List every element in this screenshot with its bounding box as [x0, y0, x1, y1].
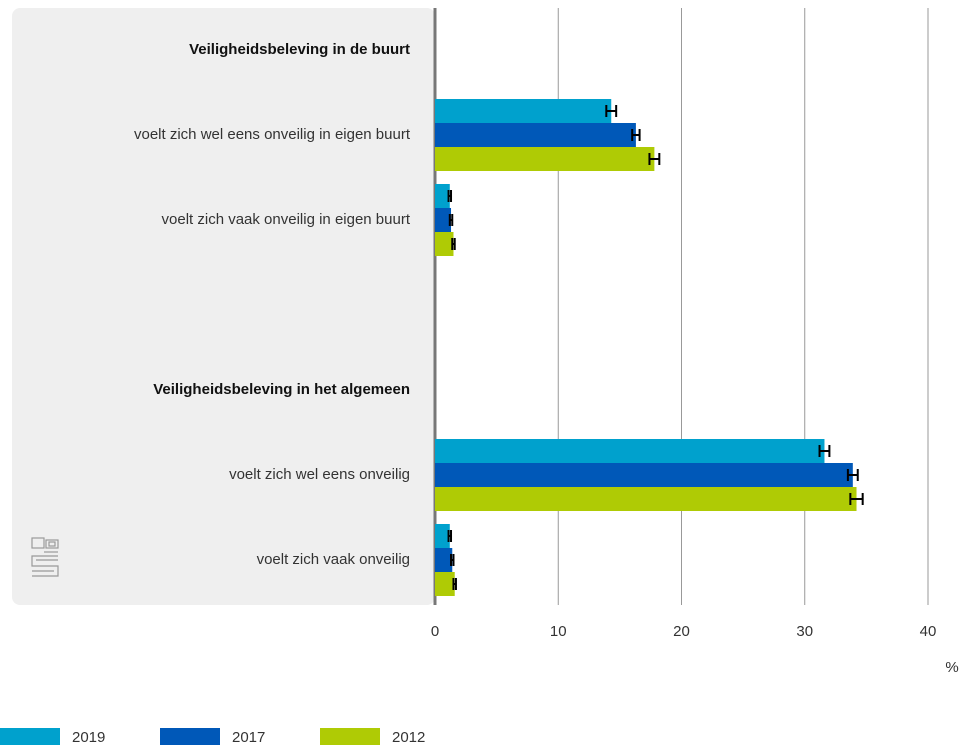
bar — [435, 439, 825, 463]
bar — [435, 524, 450, 548]
error-bar — [452, 578, 457, 590]
bar — [435, 147, 655, 171]
legend-swatch — [0, 728, 60, 745]
x-tick-label: 20 — [673, 623, 690, 640]
bar — [435, 99, 612, 123]
legend-label: 2012 — [392, 729, 425, 746]
legend-swatch — [160, 728, 220, 745]
group-header: Veiligheidsbeleving in de buurt — [189, 41, 410, 58]
category-label: voelt zich wel eens onveilig in eigen bu… — [134, 126, 410, 143]
error-bar — [605, 105, 618, 117]
error-bar — [631, 129, 641, 141]
label-panel — [12, 8, 435, 605]
category-label: voelt zich wel eens onveilig — [229, 466, 410, 483]
bar — [435, 548, 453, 572]
bar — [435, 208, 452, 232]
error-bar — [846, 469, 859, 481]
error-bar — [451, 238, 456, 250]
x-tick-label: 10 — [550, 623, 567, 640]
logo — [31, 537, 59, 577]
bar — [435, 572, 455, 596]
error-bar — [818, 445, 831, 457]
error-bar — [447, 190, 453, 202]
category-label: voelt zich vaak onveilig — [256, 551, 410, 568]
error-bar — [448, 214, 454, 226]
x-tick-label: 30 — [796, 623, 813, 640]
x-axis-label: % — [945, 659, 958, 676]
bar — [435, 487, 857, 511]
legend-label: 2017 — [232, 729, 265, 746]
bar — [435, 184, 450, 208]
error-bar — [450, 554, 455, 566]
legend-swatch — [320, 728, 380, 745]
x-tick-label: 40 — [920, 623, 937, 640]
legend-label: 2019 — [72, 729, 105, 746]
bar — [435, 123, 636, 147]
error-bar — [849, 493, 864, 505]
error-bar — [648, 153, 661, 165]
bar — [435, 463, 853, 487]
error-bar — [447, 530, 453, 542]
group-header: Veiligheidsbeleving in het algemeen — [153, 381, 410, 398]
bar — [435, 232, 454, 256]
category-label: voelt zich vaak onveilig in eigen buurt — [161, 211, 410, 228]
x-tick-label: 0 — [431, 623, 439, 640]
